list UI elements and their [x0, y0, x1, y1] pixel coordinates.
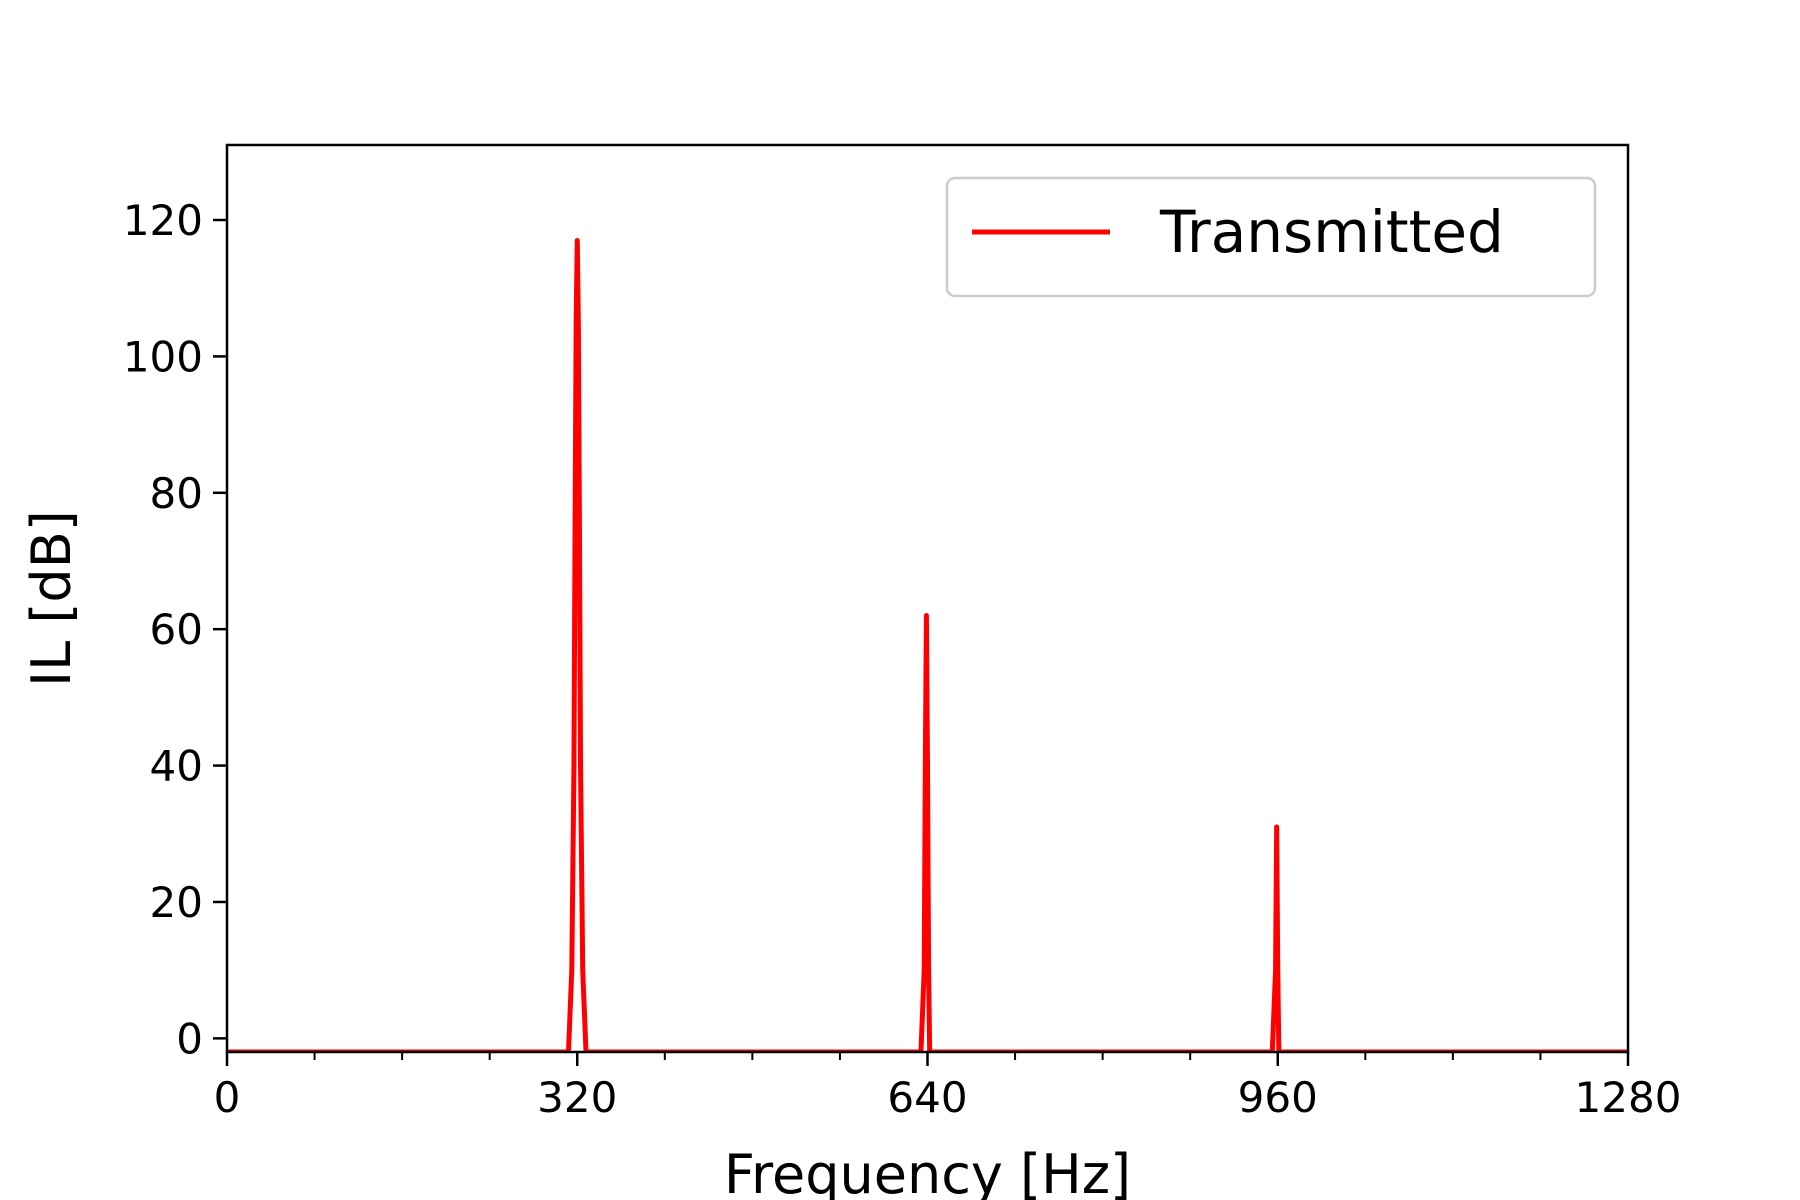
y-tick-label: 120 — [123, 196, 203, 245]
x-tick-label: 320 — [537, 1073, 617, 1122]
y-axis: 0 20 40 60 80 100 120 — [123, 196, 227, 1063]
y-tick-label: 40 — [150, 742, 203, 791]
x-tick-label: 640 — [887, 1073, 967, 1122]
x-tick-label: 960 — [1238, 1073, 1318, 1122]
y-tick-label: 20 — [150, 878, 203, 927]
y-tick-label: 60 — [150, 605, 203, 654]
legend-label-transmitted: Transmitted — [1159, 198, 1504, 266]
y-tick-label: 100 — [123, 332, 203, 381]
x-tick-label: 1280 — [1575, 1073, 1682, 1122]
y-axis-label: IL [dB] — [20, 510, 83, 687]
y-tick-label: 0 — [176, 1014, 203, 1063]
x-axis: 0 320 640 960 1280 — [214, 1052, 1682, 1122]
series-line-transmitted — [227, 237, 1628, 1052]
legend-box — [945, 176, 1597, 298]
y-tick-label: 80 — [150, 469, 203, 518]
legend: Transmitted — [945, 176, 1597, 298]
series-layer — [227, 237, 1628, 1052]
x-axis-label: Frequency [Hz] — [724, 1143, 1131, 1200]
x-tick-label: 0 — [214, 1073, 241, 1122]
